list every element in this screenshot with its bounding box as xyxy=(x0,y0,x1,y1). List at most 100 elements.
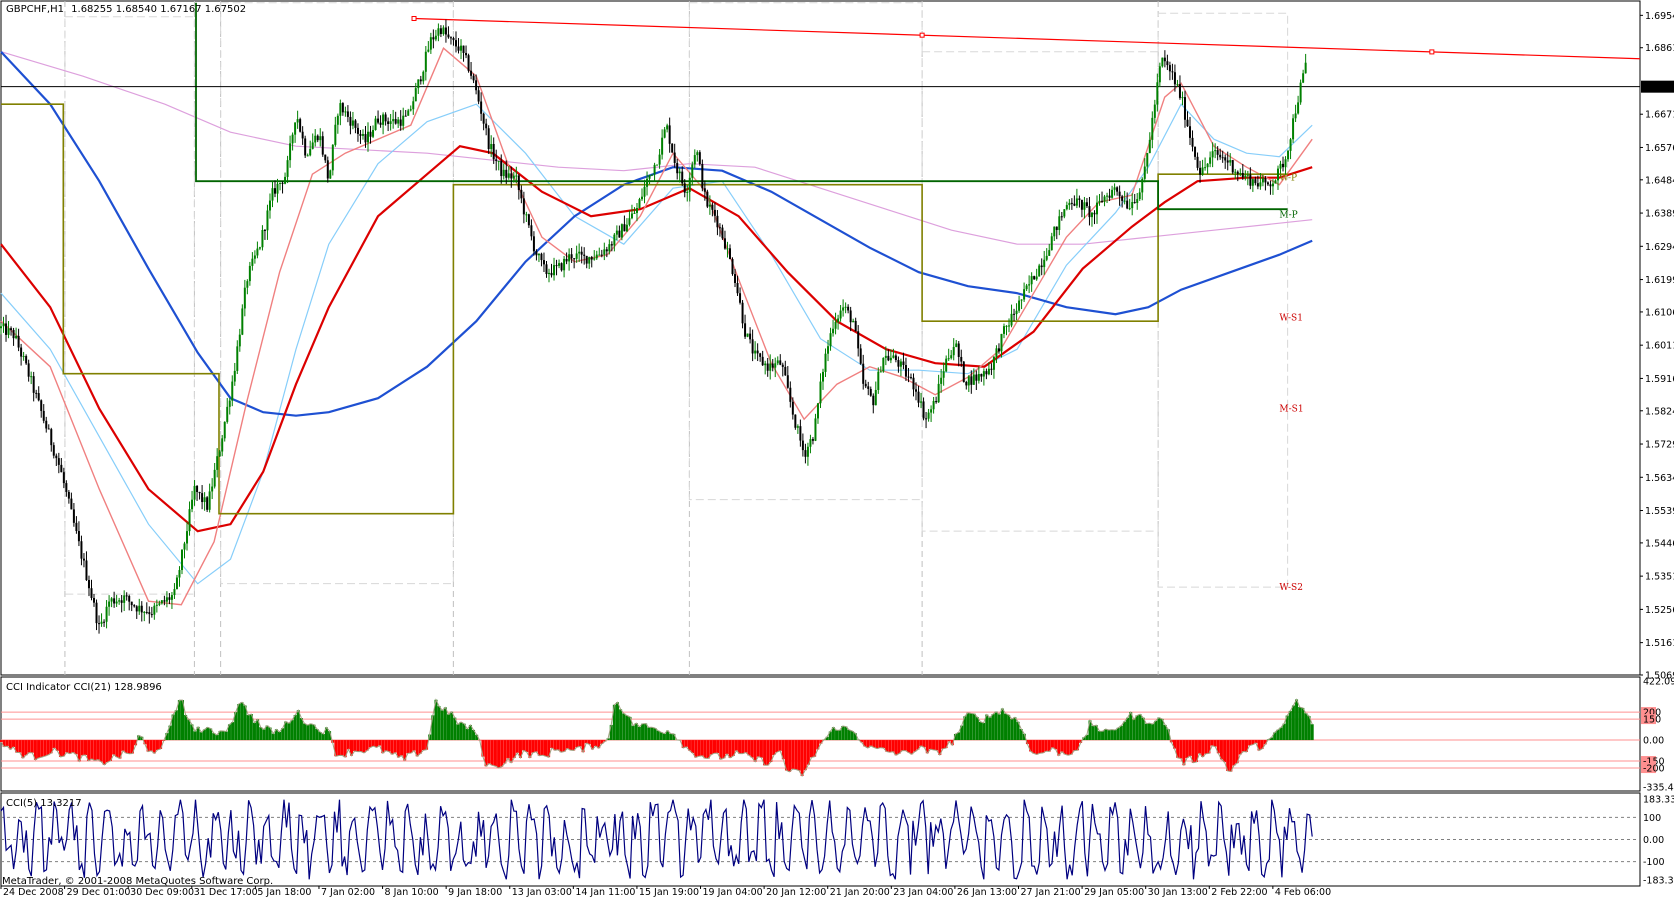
candle-body xyxy=(1073,203,1076,206)
candle-body xyxy=(1113,187,1116,190)
candle-body xyxy=(955,343,958,347)
candle-body xyxy=(643,186,646,197)
candle-body xyxy=(1287,150,1290,160)
candle-body xyxy=(296,119,299,123)
price-tick-label: 1.68615 xyxy=(1645,43,1674,54)
price-tick-label: 1.66715 xyxy=(1645,110,1674,121)
candle-body xyxy=(799,426,802,441)
ma-plum-line xyxy=(0,51,1313,245)
candle-body xyxy=(585,255,588,264)
candle-body xyxy=(975,374,978,381)
candle-body xyxy=(1274,180,1277,184)
time-tick-label: 14 Jan 11:00 xyxy=(575,887,635,897)
candle-body xyxy=(173,589,176,596)
candle-body xyxy=(65,483,68,492)
candle-body xyxy=(1276,168,1279,181)
candle-body xyxy=(1153,104,1156,118)
candle-body xyxy=(1040,265,1043,268)
candle-body xyxy=(397,119,400,124)
candle-body xyxy=(294,122,297,135)
candle-body xyxy=(945,358,948,372)
candle-body xyxy=(70,498,73,510)
candle-body xyxy=(309,148,312,156)
candle-body xyxy=(1196,156,1199,168)
candle-body xyxy=(590,257,593,260)
candle-body xyxy=(1204,167,1207,169)
candle-body xyxy=(995,348,998,357)
candle-body xyxy=(713,209,716,216)
time-tick-label: 15 Jan 19:00 xyxy=(639,887,699,897)
candle-body xyxy=(1246,174,1249,176)
cci5-line xyxy=(0,799,1313,880)
candle-body xyxy=(832,328,835,334)
candle-body xyxy=(1236,171,1239,174)
candle-body xyxy=(334,124,337,145)
current-price-label: 1.67502 xyxy=(1643,82,1674,93)
price-tick-label: 1.65765 xyxy=(1645,143,1674,154)
candle-body xyxy=(791,401,794,415)
candle-body xyxy=(196,485,199,493)
candle-body xyxy=(558,263,561,266)
candle-body xyxy=(909,377,912,379)
candle-body xyxy=(789,387,792,402)
candle-body xyxy=(683,183,686,193)
candle-body xyxy=(1173,72,1176,85)
candle-body xyxy=(892,355,895,358)
pivot-label-w-p: W-P xyxy=(1279,174,1297,184)
cci5-tick-label: -100 xyxy=(1643,857,1665,868)
candle-body xyxy=(168,597,171,600)
candle-body xyxy=(1126,200,1129,209)
cci21-title: CCI Indicator CCI(21) 128.9896 xyxy=(6,682,162,693)
candle-body xyxy=(947,358,950,360)
candle-body xyxy=(960,356,963,362)
candle-body xyxy=(216,456,219,470)
ma-mid-red-line xyxy=(0,145,1313,533)
candle-body xyxy=(930,409,933,413)
candle-body xyxy=(575,253,578,259)
candle-body xyxy=(321,136,324,155)
candle-body xyxy=(52,445,55,456)
candle-body xyxy=(356,127,359,134)
candle-body xyxy=(331,144,334,171)
candle-body xyxy=(138,605,141,612)
candle-body xyxy=(118,600,121,602)
candle-body xyxy=(970,376,973,385)
candle-body xyxy=(274,188,277,194)
candle-body xyxy=(404,115,407,117)
candle-body xyxy=(1176,84,1179,86)
candle-body xyxy=(424,51,427,72)
candle-body xyxy=(193,485,196,500)
candle-body xyxy=(1239,173,1242,175)
candle-body xyxy=(1010,313,1013,326)
candle-body xyxy=(1136,199,1139,203)
candle-body xyxy=(361,134,364,136)
candle-body xyxy=(1183,97,1186,120)
candle-body xyxy=(25,356,28,364)
candle-body xyxy=(766,363,769,371)
candle-body xyxy=(889,357,892,361)
candle-body xyxy=(32,376,35,393)
candle-body xyxy=(364,134,367,143)
candle-body xyxy=(120,600,123,603)
candle-body xyxy=(211,486,214,492)
candle-body xyxy=(806,446,809,457)
candle-body xyxy=(786,375,789,388)
candle-body xyxy=(1304,62,1307,74)
candle-body xyxy=(5,323,8,335)
candle-body xyxy=(108,601,111,607)
candle-body xyxy=(1038,265,1041,277)
candle-body xyxy=(407,110,410,116)
candle-body xyxy=(882,357,885,372)
candle-body xyxy=(1085,202,1088,207)
price-panel[interactable]: W-P M-P W-S1 M-S1 W-S2 1.69540 1.68615 1.67502… xyxy=(0,0,1674,682)
candle-body xyxy=(512,175,515,179)
candle-body xyxy=(542,260,545,265)
candle-body xyxy=(125,595,128,597)
candle-body xyxy=(130,601,133,606)
candle-body xyxy=(515,175,518,177)
candle-body xyxy=(465,52,468,56)
candle-body xyxy=(1090,212,1093,218)
cci5-panel[interactable]: 183.333 100 0.00 -100 -183.333 CCI(5) 13.321… xyxy=(0,792,1674,887)
